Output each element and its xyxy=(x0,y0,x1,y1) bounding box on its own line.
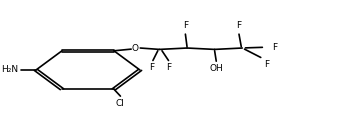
Text: O: O xyxy=(132,44,139,52)
Text: F: F xyxy=(183,21,188,30)
Text: H₂N: H₂N xyxy=(1,66,18,74)
Text: F: F xyxy=(272,43,277,52)
Text: F: F xyxy=(167,63,172,72)
Text: Cl: Cl xyxy=(116,99,125,108)
Text: F: F xyxy=(149,63,154,72)
Text: F: F xyxy=(236,21,241,30)
Text: F: F xyxy=(264,60,269,69)
Text: OH: OH xyxy=(209,64,223,73)
